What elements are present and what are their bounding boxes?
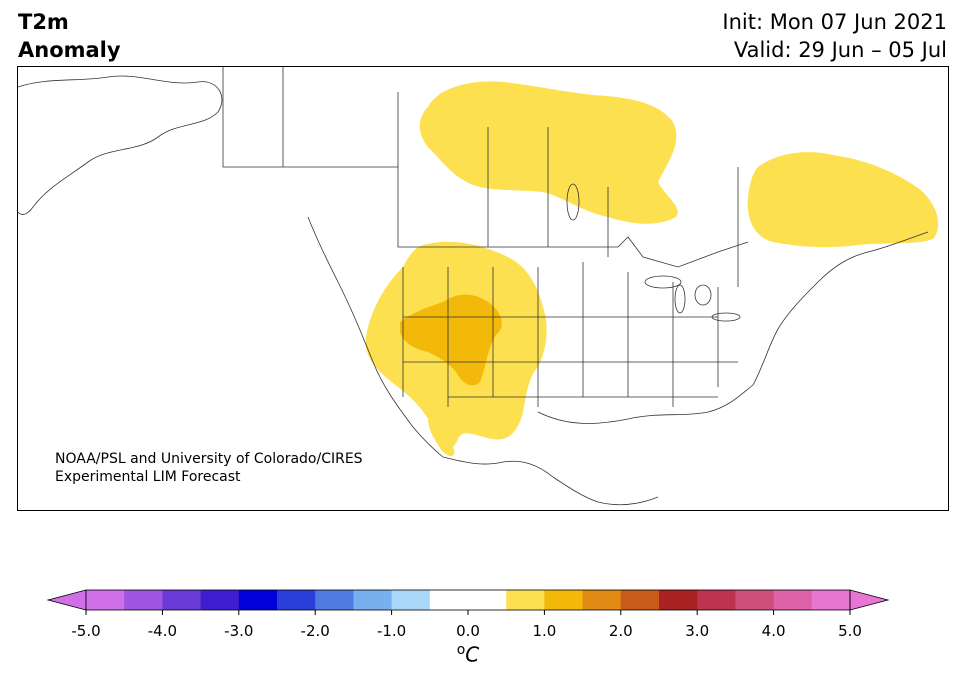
unit-o: o [456,642,466,658]
forecast-dates: Init: Mon 07 Jun 2021 Valid: 29 Jun – 05… [722,8,947,64]
colorbar-swatch [277,590,316,610]
title: T2m Anomaly [18,8,121,64]
credit-text: NOAA/PSL and University of Colorado/CIRE… [55,450,363,486]
colorbar-tick-label: -5.0 [71,622,101,640]
colorbar-swatch [773,590,813,610]
title-line-1: T2m [18,10,69,34]
lake-erie [711,312,741,322]
colorbar-swatch [391,590,431,610]
us-state-lines [402,262,738,407]
colorbar-swatch [86,590,125,610]
colorbar-under-arrow [46,589,87,611]
colorbar-tick-label: -1.0 [376,622,407,640]
map-canvas [18,67,939,506]
colorbar-swatch [162,590,202,610]
colorbar-swatch [659,590,698,610]
colorbar-tick-label: 2.0 [608,622,633,640]
colorbar: -5.0 -4.0 -3.0 -2.0 -1.0 0.0 1.0 2.0 3.0 4.0 5.0 o… [0,580,959,680]
lake-superior [644,275,682,289]
contour-quebec [747,152,939,248]
colorbar-swatch [468,590,507,610]
gulf-coast [537,384,754,424]
valid-range: Valid: 29 Jun – 05 Jul [733,38,947,62]
colorbar-swatch [811,590,851,610]
colorbar-swatch [735,590,775,610]
colorbar-graphic [46,589,890,615]
colorbar-swatch [582,590,622,610]
colorbar-over-arrow [849,589,890,611]
colorbar-swatch [124,590,163,610]
colorbar-tick-label: 4.0 [761,622,786,640]
contour-hudson-bay [419,81,678,224]
unit-c: C [465,642,480,667]
colorbar-tick-label: -3.0 [224,622,254,640]
credit-line-1: NOAA/PSL and University of Colorado/CIRE… [55,451,363,467]
canada-province-lines [282,67,739,287]
colorbar-swatch [315,590,354,610]
title-line-2: Anomaly [18,38,121,62]
east-coast [752,231,929,386]
us-west-coast [307,216,444,458]
colorbar-tick-label: 5.0 [838,622,862,640]
anomaly-map: NOAA/PSL and University of Colorado/CIRE… [17,66,949,511]
colorbar-swatch [544,590,584,610]
canada-border [222,67,749,268]
colorbar-swatch [353,590,393,610]
colorbar-tick-label: 0.0 [456,622,480,640]
colorbar-tick-label: -2.0 [300,622,330,640]
init-date: Init: Mon 07 Jun 2021 [722,10,947,34]
colorbar-swatch [506,590,545,610]
contour-baja [428,419,455,457]
colorbar-swatch [697,590,736,610]
lake-michigan [674,284,686,314]
credit-line-2: Experimental LIM Forecast [55,469,241,485]
colorbar-tick-label: 3.0 [685,622,710,640]
colorbar-swatch [200,590,240,610]
lake-winnipeg [566,183,580,221]
colorbar-swatch [238,590,278,610]
colorbar-swatch [620,590,660,610]
anomaly-contours-low [365,81,939,457]
mexico-outline [442,456,659,506]
colorbar-unit: oC [457,642,480,667]
colorbar-tick-label: 1.0 [532,622,557,640]
colorbar-tick-label: -4.0 [147,622,178,640]
lakes [566,183,741,322]
geographic-boundaries [18,67,929,506]
lake-huron [694,284,712,306]
colorbar-swatch [429,590,469,610]
alaska-coast [18,75,223,215]
